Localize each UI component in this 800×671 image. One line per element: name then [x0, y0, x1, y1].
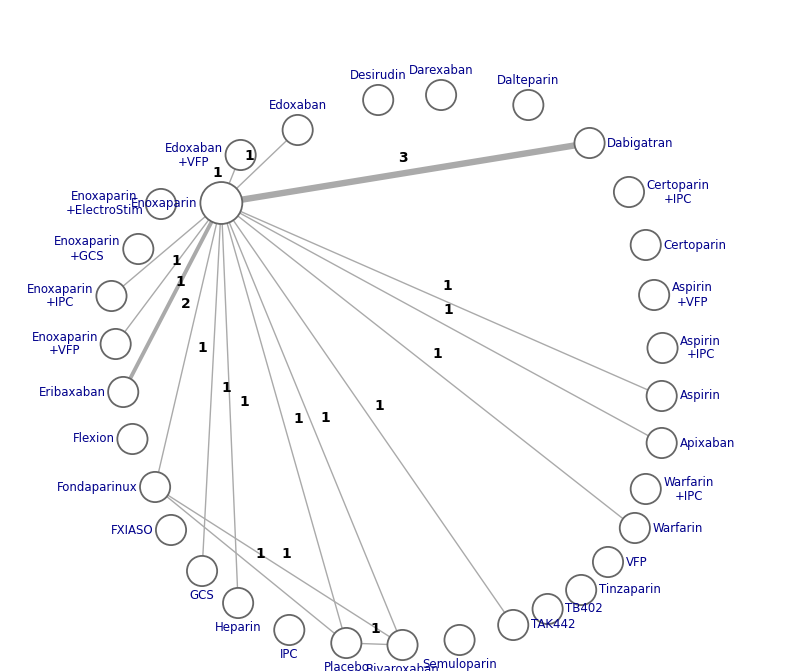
Text: Warfarin
+IPC: Warfarin +IPC — [663, 476, 714, 503]
Text: 1: 1 — [222, 380, 231, 395]
Circle shape — [223, 588, 254, 618]
Circle shape — [123, 234, 154, 264]
Circle shape — [101, 329, 130, 359]
Text: FXIASO: FXIASO — [110, 523, 154, 537]
Text: 1: 1 — [171, 254, 181, 268]
Text: 1: 1 — [240, 395, 250, 409]
Circle shape — [639, 280, 670, 310]
Circle shape — [387, 630, 418, 660]
Text: 1: 1 — [370, 622, 380, 636]
Circle shape — [226, 140, 256, 170]
Text: 3: 3 — [398, 152, 408, 166]
Circle shape — [274, 615, 304, 645]
Text: 1: 1 — [432, 347, 442, 361]
Text: 2: 2 — [181, 297, 190, 311]
Circle shape — [187, 556, 217, 586]
Circle shape — [646, 381, 677, 411]
Text: Desirudin: Desirudin — [350, 69, 406, 83]
Circle shape — [593, 547, 623, 577]
Circle shape — [140, 472, 170, 502]
Circle shape — [156, 515, 186, 545]
Text: 1: 1 — [245, 149, 254, 163]
Text: Semuloparin: Semuloparin — [422, 658, 497, 671]
Text: 1: 1 — [213, 166, 222, 180]
Text: Aspirin
+IPC: Aspirin +IPC — [680, 335, 721, 362]
Text: Heparin: Heparin — [215, 621, 262, 634]
Circle shape — [331, 628, 362, 658]
Text: Warfarin: Warfarin — [653, 521, 703, 535]
Circle shape — [498, 610, 528, 640]
Text: Enoxaparin
+ElectroStim: Enoxaparin +ElectroStim — [66, 191, 143, 217]
Text: Darexaban: Darexaban — [409, 64, 474, 77]
Text: Eribaxaban: Eribaxaban — [38, 386, 106, 399]
Text: Tinzaparin: Tinzaparin — [599, 584, 661, 597]
Text: 1: 1 — [255, 547, 265, 560]
Circle shape — [426, 80, 456, 110]
Text: Certoparin: Certoparin — [663, 238, 726, 252]
Text: Aspirin: Aspirin — [679, 389, 720, 403]
Circle shape — [118, 424, 147, 454]
Text: Aspirin
+VFP: Aspirin +VFP — [672, 282, 713, 309]
Circle shape — [514, 90, 543, 120]
Text: IPC: IPC — [280, 648, 298, 661]
Text: TAK442: TAK442 — [531, 619, 575, 631]
Text: Placebo: Placebo — [323, 661, 370, 671]
Text: 1: 1 — [442, 279, 452, 293]
Circle shape — [614, 177, 644, 207]
Circle shape — [96, 281, 126, 311]
Circle shape — [620, 513, 650, 543]
Text: 1: 1 — [282, 547, 292, 560]
Text: 1: 1 — [374, 399, 384, 413]
Text: 1: 1 — [175, 275, 185, 289]
Text: Enoxaparin
+GCS: Enoxaparin +GCS — [54, 236, 121, 262]
Text: 1: 1 — [444, 303, 454, 317]
Text: Enoxaparin: Enoxaparin — [130, 197, 197, 209]
Text: TB402: TB402 — [566, 603, 603, 615]
Circle shape — [646, 428, 677, 458]
Text: GCS: GCS — [190, 588, 214, 602]
Text: Dabigatran: Dabigatran — [607, 136, 674, 150]
Circle shape — [363, 85, 394, 115]
Circle shape — [630, 474, 661, 504]
Circle shape — [108, 377, 138, 407]
Text: 1: 1 — [321, 411, 330, 425]
Circle shape — [200, 182, 242, 224]
Text: 1: 1 — [198, 342, 207, 356]
Circle shape — [445, 625, 474, 655]
Text: Enoxaparin
+IPC: Enoxaparin +IPC — [27, 282, 94, 309]
Text: Rivaroxaban: Rivaroxaban — [366, 663, 439, 671]
Text: Flexion: Flexion — [73, 433, 114, 446]
Text: Certoparin
+IPC: Certoparin +IPC — [646, 178, 710, 205]
Text: Fondaparinux: Fondaparinux — [57, 480, 138, 493]
Circle shape — [630, 230, 661, 260]
Text: 1: 1 — [293, 412, 303, 426]
Circle shape — [146, 189, 176, 219]
Circle shape — [647, 333, 678, 363]
Circle shape — [566, 575, 596, 605]
Text: Enoxaparin
+VFP: Enoxaparin +VFP — [31, 331, 98, 358]
Text: VFP: VFP — [626, 556, 647, 568]
Circle shape — [574, 128, 605, 158]
Circle shape — [533, 594, 562, 624]
Text: Edoxaban: Edoxaban — [269, 99, 326, 112]
Text: Edoxaban
+VFP: Edoxaban +VFP — [165, 142, 223, 168]
Circle shape — [282, 115, 313, 145]
Text: Dalteparin: Dalteparin — [497, 74, 559, 87]
Text: Apixaban: Apixaban — [679, 437, 735, 450]
